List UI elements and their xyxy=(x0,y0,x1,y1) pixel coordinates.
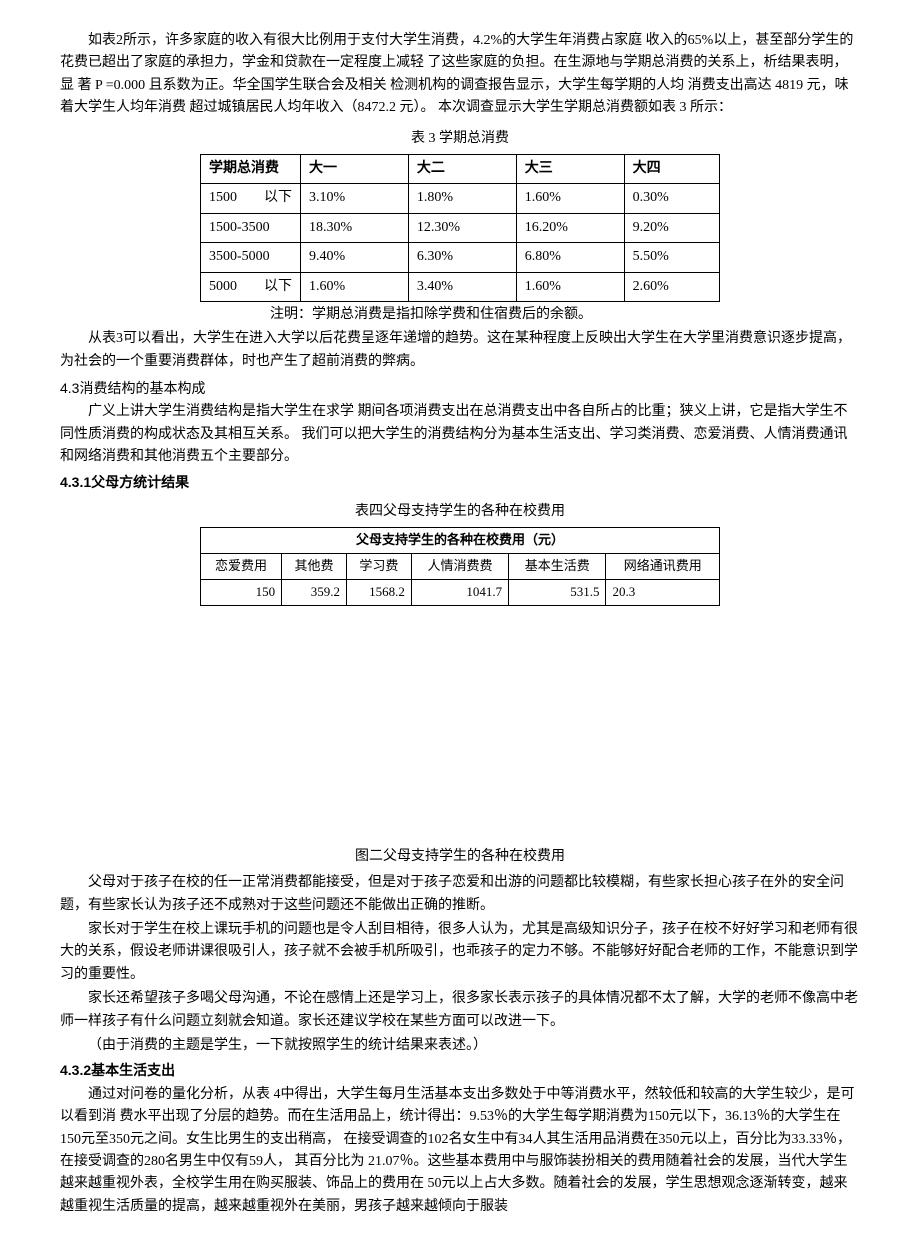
table3-r1-c1: 18.30% xyxy=(301,213,409,242)
table3-header-row: 学期总消费 大一 大二 大三 大四 xyxy=(201,154,720,183)
paragraph-5: 家长对于学生在校上课玩手机的问题也是令人刮目相待，很多人认为，尤其是高级知识分子… xyxy=(60,919,860,986)
table3-r1-label: 1500-3500 xyxy=(201,213,301,242)
table4-val-4: 531.5 xyxy=(509,580,606,606)
table4-col-5: 网络通讯费用 xyxy=(606,554,720,580)
table3-th-1: 大一 xyxy=(301,154,409,183)
table3-r3-c1: 1.60% xyxy=(301,272,409,301)
table4-col-4: 基本生活费 xyxy=(509,554,606,580)
table3-r2-c1: 9.40% xyxy=(301,243,409,272)
table4-val-2: 1568.2 xyxy=(346,580,411,606)
table3-note: 注明：学期总消费是指扣除学费和住宿费后的余额。 xyxy=(270,304,860,326)
table-row: 5000以下 1.60% 3.40% 1.60% 2.60% xyxy=(201,272,720,301)
table3-r1-c4: 9.20% xyxy=(624,213,719,242)
table3-r2-c3: 6.80% xyxy=(516,243,624,272)
heading-4-3: 4.3消费结构的基本构成 xyxy=(60,377,860,399)
table4-col-0: 恋爱费用 xyxy=(201,554,282,580)
table4-val-5: 20.3 xyxy=(606,580,720,606)
table3: 学期总消费 大一 大二 大三 大四 1500以下 3.10% 1.80% 1.6… xyxy=(200,154,720,302)
table4-data-row: 150 359.2 1568.2 1041.7 531.5 20.3 xyxy=(201,580,720,606)
table3-r3-c3: 1.60% xyxy=(516,272,624,301)
heading-4-3-1: 4.3.1父母方统计结果 xyxy=(60,471,860,493)
table-row: 1500以下 3.10% 1.80% 1.60% 0.30% xyxy=(201,184,720,213)
table3-r0-c1: 3.10% xyxy=(301,184,409,213)
table3-r0-c2: 1.80% xyxy=(408,184,516,213)
table3-r3-c2: 3.40% xyxy=(408,272,516,301)
table3-th-2: 大二 xyxy=(408,154,516,183)
table4-label-row: 恋爱费用 其他费 学习费 人情消费费 基本生活费 网络通讯费用 xyxy=(201,554,720,580)
table4-header-row: 父母支持学生的各种在校费用（元） xyxy=(201,528,720,554)
table4-col-3: 人情消费费 xyxy=(411,554,508,580)
table-row: 3500-5000 9.40% 6.30% 6.80% 5.50% xyxy=(201,243,720,272)
table4-val-3: 1041.7 xyxy=(411,580,508,606)
table3-r0-label: 1500以下 xyxy=(201,184,301,213)
paragraph-3: 广义上讲大学生消费结构是指大学生在求学 期间各项消费支出在总消费支出中各自所占的… xyxy=(60,401,860,468)
table3-r3-c4: 2.60% xyxy=(624,272,719,301)
table-row: 1500-3500 18.30% 12.30% 16.20% 9.20% xyxy=(201,213,720,242)
table4-col-2: 学习费 xyxy=(346,554,411,580)
table4-col-1: 其他费 xyxy=(282,554,347,580)
table3-r2-c4: 5.50% xyxy=(624,243,719,272)
table3-r0-c4: 0.30% xyxy=(624,184,719,213)
table4-caption: 表四父母支持学生的各种在校费用 xyxy=(60,501,860,523)
paragraph-7-aside: （由于消费的主题是学生，一下就按照学生的统计结果来表述。） xyxy=(60,1035,860,1057)
table3-r1-c2: 12.30% xyxy=(408,213,516,242)
heading-4-3-2: 4.3.2基本生活支出 xyxy=(60,1059,860,1081)
table4-header: 父母支持学生的各种在校费用（元） xyxy=(201,528,720,554)
table3-r2-c2: 6.30% xyxy=(408,243,516,272)
figure2-caption: 图二父母支持学生的各种在校费用 xyxy=(60,846,860,868)
paragraph-1: 如表2所示，许多家庭的收入有很大比例用于支付大学生消费，4.2%的大学生年消费占… xyxy=(60,30,860,120)
table4-val-1: 359.2 xyxy=(282,580,347,606)
paragraph-2: 从表3可以看出，大学生在进入大学以后花费呈逐年递增的趋势。这在某种程度上反映出大… xyxy=(60,328,860,373)
paragraph-6: 家长还希望孩子多喝父母沟通，不论在感情上还是学习上，很多家长表示孩子的具体情况都… xyxy=(60,988,860,1033)
table3-r2-label: 3500-5000 xyxy=(201,243,301,272)
table4: 父母支持学生的各种在校费用（元） 恋爱费用 其他费 学习费 人情消费费 基本生活… xyxy=(200,527,720,605)
table3-th-4: 大四 xyxy=(624,154,719,183)
table3-th-0: 学期总消费 xyxy=(201,154,301,183)
table4-val-0: 150 xyxy=(201,580,282,606)
table3-caption: 表 3 学期总消费 xyxy=(60,128,860,150)
table3-r0-c3: 1.60% xyxy=(516,184,624,213)
paragraph-8: 通过对问卷的量化分析，从表 4中得出，大学生每月生活基本支出多数处于中等消费水平… xyxy=(60,1084,860,1218)
table3-r3-label: 5000以下 xyxy=(201,272,301,301)
table3-th-3: 大三 xyxy=(516,154,624,183)
paragraph-4: 父母对于孩子在校的任一正常消费都能接受，但是对于孩子恋爱和出游的问题都比较模糊，… xyxy=(60,872,860,917)
table3-r1-c3: 16.20% xyxy=(516,213,624,242)
